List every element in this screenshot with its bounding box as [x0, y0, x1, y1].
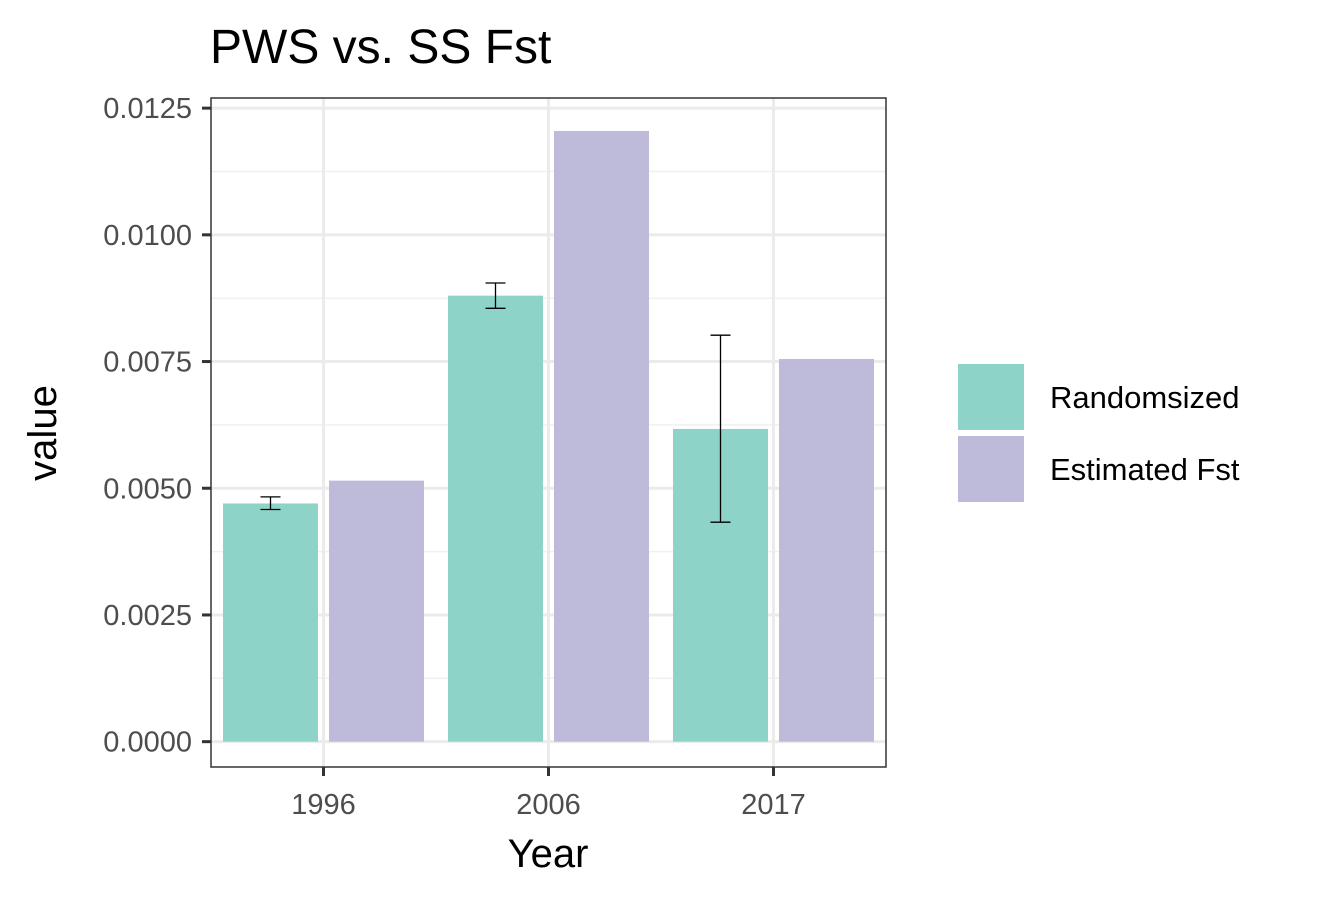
bar — [779, 359, 874, 742]
x-axis-title: Year — [508, 832, 589, 876]
bar — [223, 503, 318, 742]
legend-label: Randomsized — [1050, 380, 1240, 415]
y-tick-label: 0.0050 — [103, 473, 192, 505]
legend-key — [958, 364, 1024, 430]
y-tick-label: 0.0000 — [103, 727, 192, 759]
y-axis: 0.0000 0.0025 0.0050 0.0075 0.0100 0.0125 — [103, 93, 211, 759]
bar — [448, 295, 543, 742]
bars — [223, 130, 874, 742]
x-tick-label: 2017 — [741, 789, 806, 821]
error-bars — [260, 282, 731, 523]
y-tick-label: 0.0025 — [103, 600, 192, 632]
y-tick-label: 0.0100 — [103, 220, 192, 252]
chart-title: PWS vs. SS Fst — [210, 21, 551, 74]
x-tick-label: 2006 — [516, 789, 581, 821]
x-axis: 1996 2006 2017 — [291, 767, 806, 821]
legend: Randomsized Estimated Fst — [958, 364, 1240, 502]
y-axis-title: value — [21, 385, 65, 481]
bar — [554, 130, 649, 742]
legend-label: Estimated Fst — [1050, 452, 1240, 487]
bar — [329, 480, 424, 742]
x-tick-label: 1996 — [291, 789, 356, 821]
legend-key — [958, 436, 1024, 502]
grid — [211, 98, 886, 767]
y-tick-label: 0.0125 — [103, 93, 192, 125]
y-tick-label: 0.0075 — [103, 347, 192, 379]
